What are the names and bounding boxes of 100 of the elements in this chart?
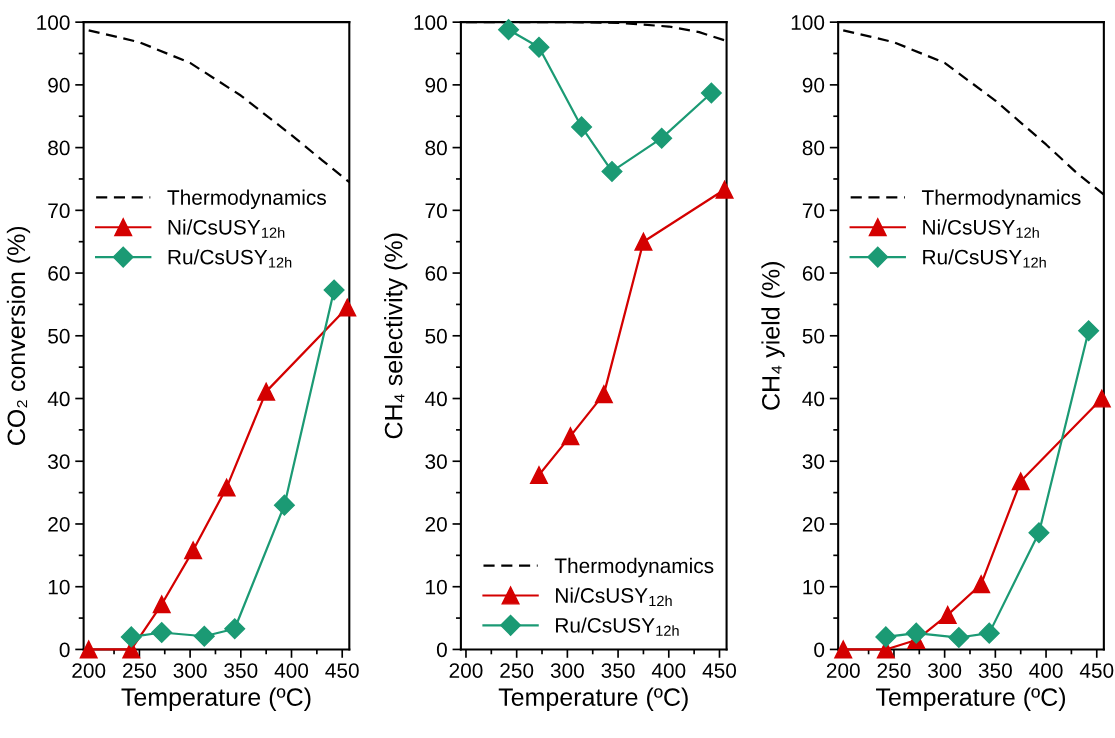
point: [184, 541, 203, 560]
point: [529, 466, 549, 485]
x-tick-label: 450: [325, 663, 359, 678]
y-tick-label: 90: [48, 77, 70, 93]
y-tick-label: 60: [48, 266, 70, 281]
x-tick-label: 250: [877, 663, 911, 678]
x-tick-label: 400: [274, 663, 309, 678]
y-tick-label: 20: [425, 516, 447, 532]
legend-label: Thermodynamics: [921, 189, 1081, 210]
y-tick-label: 70: [48, 203, 70, 219]
point: [601, 160, 623, 182]
y-tick-label: 50: [802, 328, 825, 344]
point: [875, 626, 897, 648]
x-axis-title: Temperature (ºC): [876, 687, 1066, 711]
y-tick-label: 20: [48, 516, 70, 532]
x-axis-title: Temperature (ºC): [498, 687, 688, 711]
x-tick-label: 350: [601, 663, 635, 678]
x-tick-label: 400: [651, 663, 686, 678]
legend-label: Thermodynamics: [554, 557, 714, 578]
point: [1078, 320, 1100, 342]
point: [834, 640, 853, 659]
y-axis-title: CO₂ conversion (%): [6, 226, 31, 445]
y-tick-label: 50: [425, 328, 447, 344]
point: [905, 622, 927, 644]
point: [571, 116, 593, 138]
y-axis-title: CH₄ selectivity (%): [384, 233, 408, 439]
point: [561, 427, 580, 446]
y-tick-label: 80: [425, 140, 447, 156]
x-tick-label: 300: [173, 663, 207, 678]
y-tick-label: 40: [802, 391, 825, 407]
point: [120, 626, 142, 648]
y-tick-label: 50: [48, 328, 70, 344]
point: [338, 298, 357, 317]
legend-label: Ru/CsUSY$_{12h}$: [556, 617, 679, 636]
x-tick-label: 250: [123, 663, 156, 678]
point: [634, 232, 653, 251]
legend-label: Thermodynamics: [167, 189, 326, 210]
legend-label: Ru/CsUSY$_{12h}$: [168, 249, 292, 268]
point: [1011, 472, 1030, 491]
legend-label: Ni/CsUSY$_{12h}$: [556, 587, 672, 606]
y-tick-label: 30: [48, 454, 70, 469]
x-tick-label: 450: [1079, 663, 1114, 678]
legend-label: Ni/CsUSY$_{12h}$: [923, 219, 1039, 238]
point: [700, 82, 722, 104]
point: [323, 279, 345, 301]
y-axis-title: CH₄ yield (%): [761, 262, 785, 410]
legend-label: Ni/CsUSY$_{12h}$: [168, 219, 285, 238]
point: [715, 180, 734, 199]
y-tick-label: 100: [37, 15, 70, 30]
x-tick-label: 450: [702, 663, 737, 678]
y-tick-label: 100: [414, 15, 447, 30]
y-tick-label: 70: [425, 203, 447, 219]
point: [152, 595, 171, 614]
y-tick-label: 10: [426, 579, 447, 595]
point: [978, 622, 1000, 644]
point: [151, 621, 173, 644]
y-tick-label: 100: [791, 15, 825, 30]
y-tick-label: 30: [425, 454, 447, 469]
point: [273, 494, 295, 516]
y-tick-label: 40: [47, 391, 70, 407]
point: [972, 575, 991, 594]
point: [528, 36, 550, 58]
x-tick-label: 300: [928, 663, 962, 678]
y-tick-label: 70: [802, 203, 825, 219]
point: [1028, 522, 1050, 544]
point: [594, 385, 613, 404]
x-tick-label: 300: [550, 663, 584, 678]
x-tick-label: 200: [826, 663, 860, 678]
legend-label: Ru/CsUSY$_{12h}$: [923, 249, 1046, 268]
x-tick-label: 200: [72, 663, 106, 678]
point: [193, 625, 215, 647]
x-tick-label: 400: [1029, 663, 1063, 678]
point: [498, 19, 520, 41]
y-tick-label: 0: [436, 642, 447, 658]
y-tick-label: 30: [802, 454, 825, 469]
y-tick-label: 0: [59, 642, 70, 658]
y-tick-label: 0: [814, 642, 825, 658]
y-tick-label: 20: [802, 516, 825, 532]
point: [938, 605, 957, 624]
point: [1092, 389, 1111, 408]
x-axis-title: Temperature (ºC): [121, 687, 311, 711]
x-tick-label: 350: [978, 663, 1012, 678]
y-tick-label: 40: [425, 391, 447, 407]
y-tick-label: 80: [802, 140, 825, 156]
point: [257, 382, 276, 401]
y-tick-label: 90: [802, 77, 825, 93]
y-tick-label: 80: [48, 140, 70, 156]
y-tick-label: 10: [803, 579, 825, 595]
point: [651, 127, 673, 149]
x-tick-label: 200: [449, 663, 483, 678]
point: [948, 627, 970, 649]
y-tick-label: 60: [425, 266, 447, 281]
point: [224, 618, 246, 640]
y-tick-label: 10: [48, 579, 70, 595]
y-tick-label: 90: [425, 77, 447, 93]
y-tick-label: 60: [802, 266, 825, 281]
x-tick-label: 350: [224, 663, 258, 678]
x-tick-label: 250: [500, 663, 534, 678]
point: [217, 478, 236, 497]
point: [79, 640, 98, 659]
